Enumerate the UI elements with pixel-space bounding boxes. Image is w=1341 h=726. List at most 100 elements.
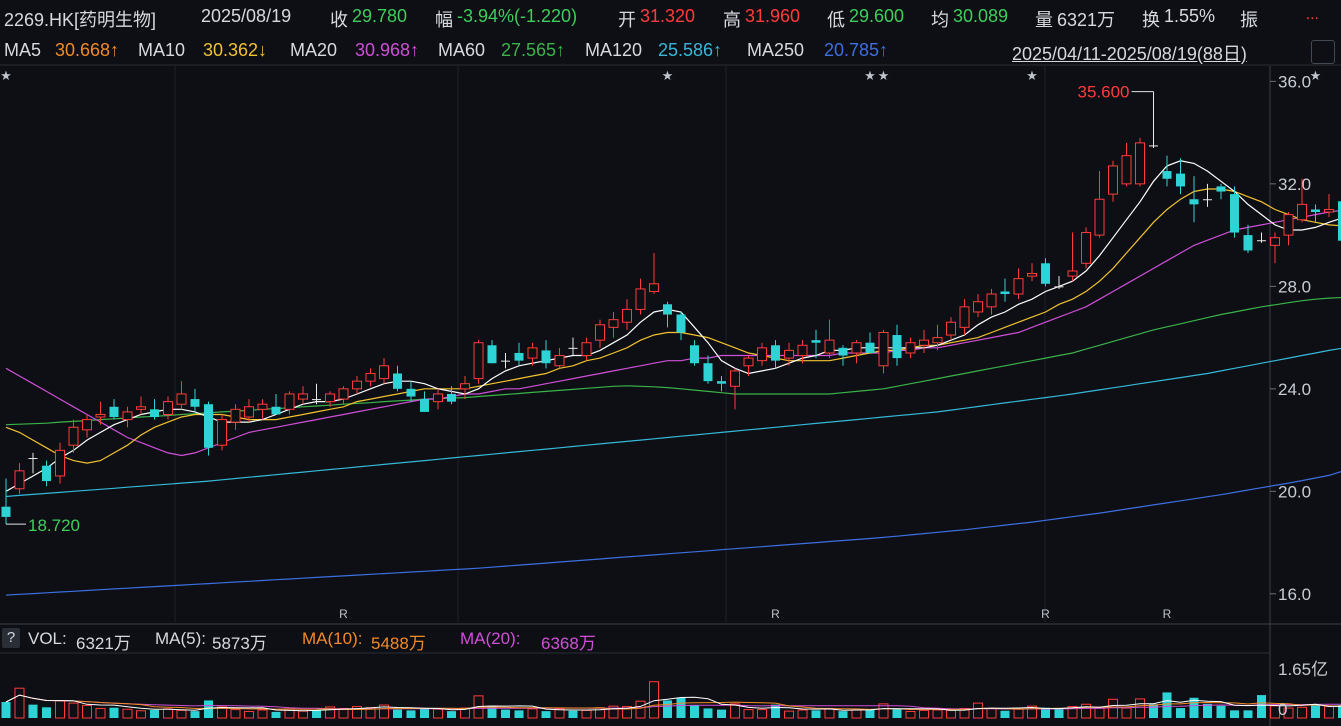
candle [635, 278, 646, 315]
event-star-icon: ★ [1310, 68, 1322, 83]
max-label: 35.600 [1078, 83, 1130, 102]
help-button[interactable]: ? [2, 628, 20, 648]
candle-body [973, 301, 983, 313]
vol-ma5-line [5, 694, 1341, 712]
volume-bar [527, 708, 538, 719]
change-label: 幅 [435, 10, 453, 30]
volume-bar [824, 707, 835, 719]
event-star-icon: ★ [878, 68, 890, 83]
volume-bar [703, 708, 713, 718]
candle [190, 388, 200, 412]
event-star-icon: ★ [864, 68, 876, 83]
avg-value: 30.089 [953, 6, 1009, 26]
candle-body [541, 350, 551, 364]
event-star-icon: ★ [1026, 68, 1038, 83]
volume-bar [190, 711, 200, 718]
volume-bar [757, 709, 767, 719]
candle [95, 401, 106, 425]
amplitude-label: 振 [1240, 10, 1258, 30]
candle-body [1243, 235, 1253, 251]
candle [406, 381, 416, 402]
more-button[interactable]: ... [1305, 6, 1319, 23]
candle [608, 311, 619, 338]
candle [973, 294, 983, 318]
stock-code[interactable]: 2269.HK[药明生物] [4, 10, 157, 30]
candle [447, 386, 456, 405]
candle [284, 391, 295, 415]
candle-body [204, 404, 213, 448]
candle [1041, 258, 1050, 287]
volume-bar [1094, 707, 1105, 719]
date-range[interactable]: 2025/04/11-2025/08/19(88日) [1012, 44, 1247, 64]
volume-bar [514, 710, 524, 718]
y-tick-label: 28.0 [1278, 277, 1311, 296]
candle-body [608, 319, 619, 328]
candle-body [325, 393, 335, 403]
candle-body [257, 403, 268, 410]
candle-body [312, 399, 321, 401]
candle [919, 329, 929, 353]
candle-body [365, 372, 376, 382]
candle-body [878, 331, 889, 367]
close-label: 收 [330, 10, 348, 30]
candle-body [190, 399, 200, 407]
turnover-label: 换 [1142, 10, 1160, 30]
volume-bar [1176, 708, 1185, 718]
candle-body [892, 335, 902, 359]
volume-bar [973, 702, 983, 719]
candle-body [1135, 142, 1145, 185]
candle-body [230, 408, 241, 423]
volume-bar [851, 709, 862, 719]
candle-body [663, 304, 672, 315]
candle [703, 355, 713, 384]
event-r-marker: R [1041, 607, 1050, 621]
candle [325, 391, 335, 407]
candle [1162, 155, 1172, 187]
volume-bar [14, 687, 25, 719]
candle-body [1216, 186, 1226, 192]
candle [393, 365, 402, 392]
candle-body [717, 381, 726, 384]
candle-body [1121, 155, 1132, 185]
candle-body [932, 337, 943, 344]
candle-body [460, 383, 470, 390]
candle [1257, 232, 1266, 243]
ma5-label: MA5 [4, 40, 42, 60]
candle [1067, 232, 1078, 282]
volume-bar [244, 711, 254, 719]
candle-body [743, 357, 754, 367]
volume-bar [554, 708, 565, 719]
vol-ma5-label: MA(5): [155, 629, 206, 648]
candle-body [284, 393, 295, 410]
candle-body [82, 419, 92, 431]
volume-bar [1203, 703, 1212, 718]
candle [932, 324, 943, 351]
candle [649, 253, 659, 295]
candle [257, 399, 268, 420]
collapse-button[interactable] [1311, 40, 1335, 64]
volume-bar [1013, 708, 1024, 719]
volume-bar [1216, 705, 1226, 718]
volume-bar [1283, 707, 1294, 719]
candle [946, 317, 956, 341]
vol-ma10-line [5, 694, 1341, 711]
candle-body [1162, 171, 1172, 179]
volume-bar [352, 706, 362, 719]
candle-body [1027, 273, 1037, 277]
ma10-label: MA10 [138, 40, 186, 60]
candle-body [1000, 291, 1010, 295]
candle-body [1041, 263, 1050, 284]
volume-bar [838, 711, 848, 718]
volume-bar [95, 707, 106, 719]
volume-bar [257, 709, 268, 719]
event-r-marker: R [771, 607, 780, 621]
candle [1230, 186, 1239, 238]
volume-bar [986, 707, 997, 719]
candle-body [703, 363, 713, 382]
candle-body [838, 347, 848, 356]
candle [1000, 278, 1010, 302]
candle-body [757, 347, 767, 362]
open-label: 开 [618, 10, 636, 30]
